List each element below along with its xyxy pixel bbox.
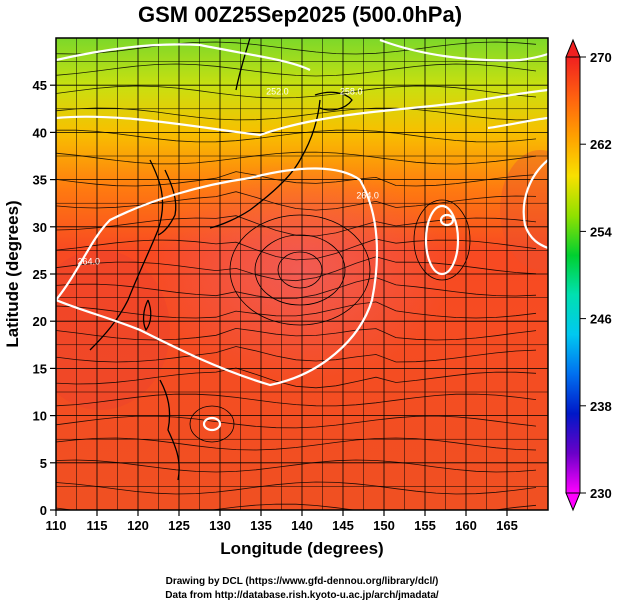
contour-isolated-east xyxy=(424,204,460,276)
colorbar-ticks: 230 238 246 254 262 270 xyxy=(580,50,612,501)
warm-region-west xyxy=(56,250,170,410)
y-tick-label-30: 30 xyxy=(33,220,47,235)
contour-264-a xyxy=(56,167,379,387)
circulation-ring xyxy=(413,199,471,281)
contour-264-c xyxy=(522,159,548,250)
coastlines xyxy=(89,38,353,481)
contour-label-2: 264.0 xyxy=(78,257,101,267)
streamline xyxy=(56,459,537,473)
y-axis-label: Latitude (degrees) xyxy=(3,200,22,347)
y-tick-label-0: 0 xyxy=(40,503,47,518)
streamline xyxy=(56,393,537,407)
streamline xyxy=(56,437,537,451)
contour-label-0: 252.0 xyxy=(266,87,289,97)
y-tick-label-25: 25 xyxy=(33,267,47,282)
contour-258 xyxy=(56,43,311,71)
coastline-sakhalin xyxy=(235,38,251,91)
x-tick-label-125: 125 xyxy=(168,518,190,533)
plot-field: 252.0 258.0 264.0 264.0 xyxy=(56,38,548,510)
colorbar-body xyxy=(565,56,581,494)
streamline xyxy=(56,415,537,429)
x-tick-label-150: 150 xyxy=(373,518,395,533)
contour-labels: 252.0 258.0 264.0 264.0 xyxy=(78,87,379,267)
colorbar-tick-label-254: 254 xyxy=(590,224,612,239)
y-tick-label-15: 15 xyxy=(33,361,47,376)
streamline xyxy=(56,238,537,261)
streamline xyxy=(56,85,537,99)
colorbar-tick-label-238: 238 xyxy=(590,399,612,414)
circulation-ring xyxy=(277,251,323,289)
contour-label-1: 258.0 xyxy=(340,87,363,97)
chart-title: GSM 00Z25Sep2025 (500.0hPa) xyxy=(138,2,462,27)
contour-264-b xyxy=(487,116,548,130)
warm-core-region xyxy=(150,160,450,380)
streamline xyxy=(56,107,537,121)
streamline xyxy=(56,367,537,389)
streamline xyxy=(56,327,537,341)
colorbar: 230 238 246 254 262 270 xyxy=(565,38,612,512)
streamline xyxy=(56,191,537,211)
y-tick-label-45: 45 xyxy=(33,78,47,93)
x-tick-label-110: 110 xyxy=(46,518,67,533)
coastline-taiwan xyxy=(142,299,152,332)
x-tick-label-165: 165 xyxy=(496,518,518,533)
x-tick-label-140: 140 xyxy=(291,518,313,533)
streamline xyxy=(56,346,537,363)
streamline xyxy=(56,503,537,510)
contour-252 xyxy=(56,88,548,137)
streamline xyxy=(56,41,537,55)
x-tick-label-120: 120 xyxy=(127,518,149,533)
y-axis-ticks: 0 5 10 15 20 25 30 35 40 45 xyxy=(33,78,56,518)
y-tick-label-10: 10 xyxy=(33,409,47,424)
lat-lon-grid xyxy=(56,38,548,510)
x-tick-label-115: 115 xyxy=(87,518,108,533)
credit-data: Data from http://database.rish.kyoto-u.a… xyxy=(165,590,439,601)
colorbar-bottom-arrow xyxy=(565,492,581,512)
streamline xyxy=(56,171,537,187)
x-tick-label-160: 160 xyxy=(455,518,477,533)
x-tick-label-155: 155 xyxy=(414,518,436,533)
circulation-ring xyxy=(189,405,235,443)
coastline-philippines xyxy=(159,379,180,481)
x-axis-label: Longitude (degrees) xyxy=(220,539,383,558)
streamline xyxy=(56,63,537,77)
x-tick-label-135: 135 xyxy=(250,518,272,533)
colorbar-tick-label-270: 270 xyxy=(590,50,612,65)
circulation-ring xyxy=(229,214,371,326)
coastline-korea xyxy=(157,169,177,236)
y-tick-label-40: 40 xyxy=(33,125,47,140)
wind-streamlines xyxy=(56,41,537,510)
coastline-hokkaido xyxy=(314,91,353,111)
x-tick-label-145: 145 xyxy=(332,518,354,533)
contour-label-3: 264.0 xyxy=(356,190,379,200)
colorbar-tick-label-246: 246 xyxy=(590,312,612,327)
colorbar-top-arrow xyxy=(565,38,581,58)
contour-isolated-east-inner xyxy=(439,213,455,227)
y-tick-label-20: 20 xyxy=(33,314,47,329)
contour-isolated-south xyxy=(202,416,222,432)
y-tick-label-35: 35 xyxy=(33,173,47,188)
colorbar-tick-label-262: 262 xyxy=(590,137,612,152)
streamline xyxy=(56,277,537,300)
coastline-japan xyxy=(209,99,321,229)
contour-258b xyxy=(379,38,548,62)
coastline-korea-china xyxy=(89,159,164,351)
contour-lines xyxy=(56,38,548,432)
streamline xyxy=(56,481,537,495)
circulation-ring xyxy=(254,234,346,306)
credit-drawing: Drawing by DCL (https://www.gfd-dennou.o… xyxy=(166,576,439,587)
y-tick-label-5: 5 xyxy=(40,456,47,471)
streamline xyxy=(56,129,537,143)
streamline xyxy=(56,301,537,319)
colorbar-tick-label-230: 230 xyxy=(590,486,612,501)
x-axis-ticks: 110 115 120 125 130 135 140 145 150 155 160 165 xyxy=(46,510,518,533)
x-tick-label-130: 130 xyxy=(209,518,231,533)
streamline xyxy=(56,151,537,165)
